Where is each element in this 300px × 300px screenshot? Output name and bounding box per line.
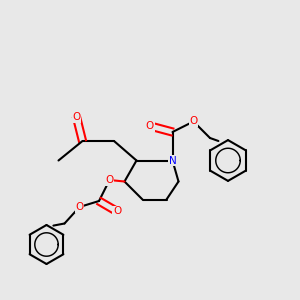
Text: O: O: [189, 116, 198, 127]
Text: O: O: [72, 112, 81, 122]
Text: N: N: [169, 155, 176, 166]
Text: O: O: [113, 206, 121, 217]
Text: O: O: [75, 202, 84, 212]
Text: O: O: [146, 121, 154, 131]
Text: O: O: [105, 175, 114, 185]
